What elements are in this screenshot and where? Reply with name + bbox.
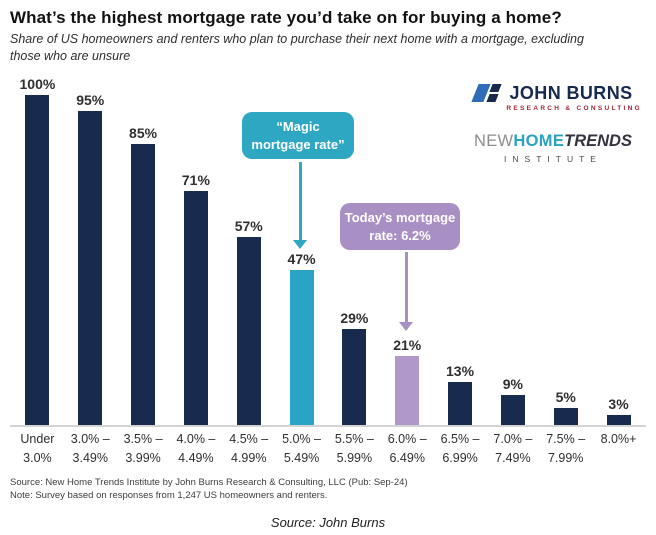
john-burns-logo: JOHN BURNS — [471, 82, 633, 104]
x-axis-label-3.0% – 3.49%: 3.0% –3.49% — [70, 432, 110, 465]
bar-value-label: 85% — [129, 125, 158, 141]
bar-value-label: 21% — [393, 337, 422, 353]
today-callout-line2: rate: 6.2% — [369, 227, 431, 243]
nht-word-trends: TRENDS — [564, 132, 632, 150]
bar-5.0% – 5.49% — [289, 270, 314, 425]
note-line: Note: Survey based on responses from 1,2… — [10, 490, 328, 502]
bar-column-4.5% – 4.99%: 57% — [222, 218, 275, 425]
bar-column-5.5% – 5.99%: 29% — [328, 310, 381, 425]
bar-column-3.0% – 3.49%: 95% — [64, 92, 117, 425]
nht-word-home: HOME — [513, 132, 565, 150]
bar-3.0% – 3.49% — [78, 111, 103, 425]
bar-value-label: 47% — [287, 251, 316, 267]
todays-mortgage-rate-callout: Today’s mortgage rate: 6.2% — [340, 203, 460, 251]
today-callout-line1: Today’s mortgage — [344, 210, 456, 225]
bar-6.5% – 6.99% — [448, 382, 473, 425]
bar-8.0%+ — [606, 415, 631, 425]
bar-5.5% – 5.99% — [342, 329, 367, 425]
bar-7.5% – 7.99% — [553, 408, 578, 425]
magic-callout-arrowhead — [293, 240, 307, 249]
john-burns-logo-icon — [471, 82, 503, 104]
bar-column-8.0%+: 3% — [592, 396, 645, 425]
x-axis-label-5.5% – 5.99%: 5.5% –5.99% — [334, 432, 374, 465]
page-title: What’s the highest mortgage rate you’d t… — [10, 8, 562, 27]
x-axis-label-4.5% – 4.99%: 4.5% –4.99% — [229, 432, 269, 465]
bar-7.0% – 7.49% — [500, 395, 525, 425]
x-axis-label-8.0%+: 8.0%+ — [600, 432, 637, 446]
plot-area: 100% 95% 85% 71% 57% 47% 29% 21% 13% 9% 5% 3% — [10, 70, 646, 427]
x-axis-label-Under 3.0%: Under 3.0% — [20, 432, 55, 465]
nht-word-new: NEW — [474, 132, 514, 150]
john-burns-tagline: RESEARCH & CONSULTING — [506, 105, 642, 112]
bar-column-6.5% – 6.99%: 13% — [434, 363, 487, 425]
x-axis-label-7.0% – 7.49%: 7.0% –7.49% — [493, 432, 533, 465]
bar-3.5% – 3.99% — [131, 144, 156, 425]
bar-value-label: 9% — [502, 376, 523, 392]
x-axis-label-4.0% – 4.49%: 4.0% –4.49% — [176, 432, 216, 465]
john-burns-wordmark: JOHN BURNS — [509, 82, 633, 103]
bar-column-5.0% – 5.49%: 47% — [275, 251, 328, 425]
bar-4.0% – 4.49% — [183, 191, 208, 425]
bar-column-7.0% – 7.49%: 9% — [486, 376, 539, 425]
magic-mortgage-rate-callout: “Magic mortgage rate” — [242, 112, 354, 160]
x-axis-label-6.5% – 6.99%: 6.5% –6.99% — [440, 432, 480, 465]
bar-value-label: 95% — [76, 92, 105, 108]
x-axis: Under 3.0% 3.0% –3.49% 3.5% –3.99% 4.0% –4.4… — [10, 427, 646, 468]
today-callout-arrow — [405, 252, 408, 322]
bar-Under 3.0% — [25, 95, 50, 425]
bar-chart: 100% 95% 85% 71% 57% 47% 29% 21% 13% 9% 5% 3% Under… — [10, 70, 646, 472]
bar-4.5% – 4.99% — [236, 237, 261, 425]
bar-column-6.0% – 6.49%: 21% — [381, 337, 434, 425]
chart-footer: Source: New Home Trends Institute by Joh… — [10, 476, 646, 530]
x-axis-label-5.0% – 5.49%: 5.0% –5.49% — [282, 432, 322, 465]
bar-column-3.5% – 3.99%: 85% — [117, 125, 170, 425]
nht-institute-tagline: INSTITUTE — [504, 154, 602, 164]
x-axis-label-7.5% – 7.99%: 7.5% –7.99% — [546, 432, 586, 465]
x-axis-label-6.0% – 6.49%: 6.0% –6.49% — [387, 432, 427, 465]
magic-callout-arrow — [299, 162, 302, 240]
bar-value-label: 3% — [608, 396, 629, 412]
x-axis-label-3.5% – 3.99%: 3.5% –3.99% — [123, 432, 163, 465]
source-line: Source: New Home Trends Institute by Joh… — [10, 477, 408, 488]
magic-callout-line2: mortgage rate” — [251, 136, 345, 152]
brand-logos: JOHN BURNS RESEARCH & CONSULTING NEWHOME… — [464, 82, 642, 164]
bar-value-label: 13% — [446, 363, 475, 379]
today-callout-arrowhead — [399, 322, 413, 331]
new-home-trends-logo: NEWHOMETRENDS — [474, 132, 632, 151]
bar-6.0% – 6.49% — [395, 356, 420, 425]
bar-column-7.5% – 7.99%: 5% — [539, 389, 592, 425]
bar-value-label: 29% — [340, 310, 369, 326]
bar-value-label: 57% — [234, 218, 263, 234]
bar-column-4.0% – 4.49%: 71% — [169, 172, 222, 425]
magic-callout-line1: “Magic — [276, 119, 320, 134]
bar-column-Under 3.0%: 100% — [11, 76, 64, 425]
bar-value-label: 100% — [19, 76, 56, 92]
image-caption: Source: John Burns — [270, 514, 386, 530]
bar-value-label: 71% — [181, 172, 210, 188]
chart-subtitle: Share of US homeowners and renters who p… — [10, 32, 584, 63]
bar-value-label: 5% — [555, 389, 576, 405]
